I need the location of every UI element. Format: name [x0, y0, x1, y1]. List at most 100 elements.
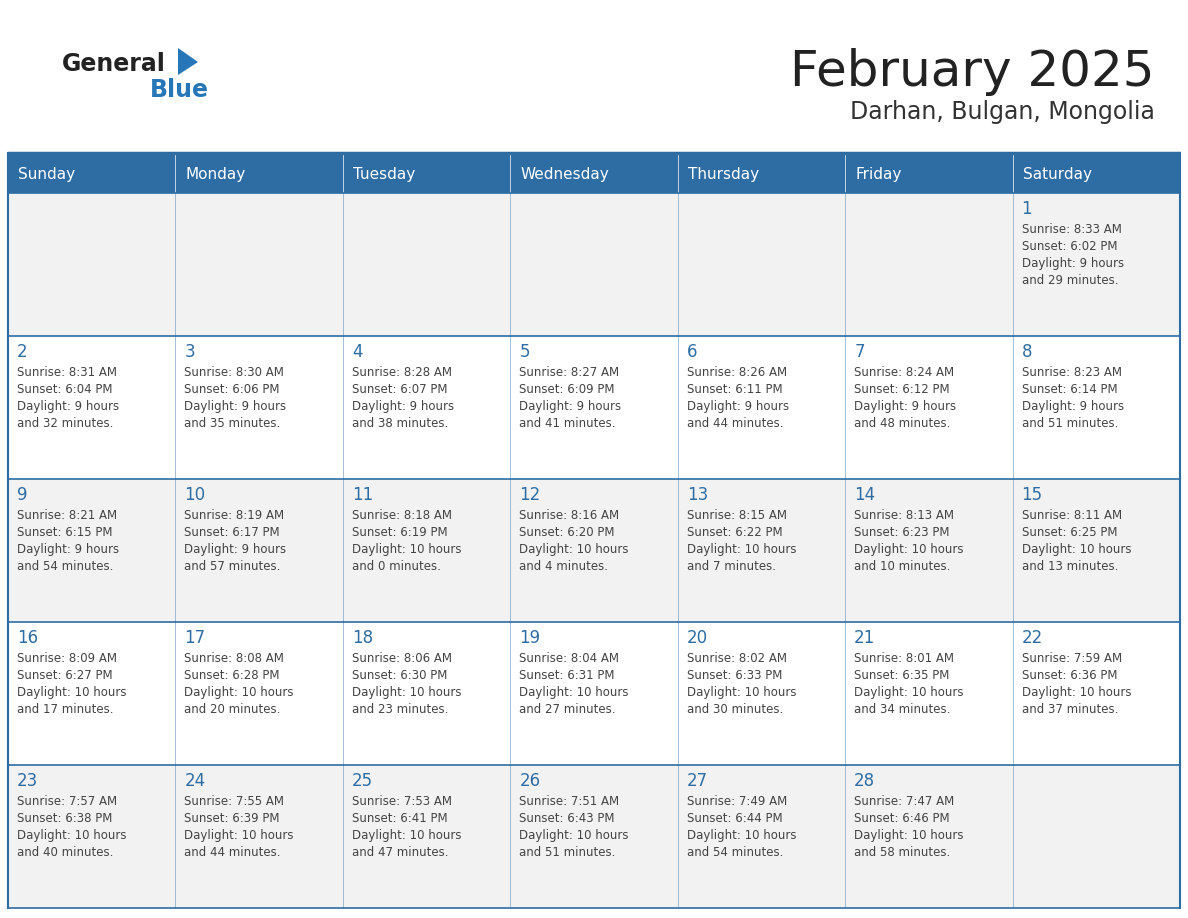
Bar [176, 479, 343, 622]
Text: Daylight: 10 hours: Daylight: 10 hours [519, 829, 628, 842]
Text: Daylight: 9 hours: Daylight: 9 hours [519, 400, 621, 413]
Bar [8, 336, 176, 479]
Text: Daylight: 10 hours: Daylight: 10 hours [1022, 543, 1131, 556]
Text: and 44 minutes.: and 44 minutes. [687, 417, 783, 430]
Text: Sunset: 6:19 PM: Sunset: 6:19 PM [352, 526, 448, 539]
Bar [8, 479, 176, 622]
Text: and 7 minutes.: and 7 minutes. [687, 560, 776, 573]
Text: Daylight: 10 hours: Daylight: 10 hours [519, 686, 628, 699]
Bar [343, 155, 511, 193]
Bar [511, 155, 677, 193]
Text: and 40 minutes.: and 40 minutes. [17, 846, 113, 859]
Text: Sunset: 6:04 PM: Sunset: 6:04 PM [17, 383, 113, 396]
Text: Daylight: 9 hours: Daylight: 9 hours [854, 400, 956, 413]
Text: Sunrise: 8:08 AM: Sunrise: 8:08 AM [184, 652, 284, 665]
Text: Sunset: 6:20 PM: Sunset: 6:20 PM [519, 526, 614, 539]
Text: Sunrise: 8:18 AM: Sunrise: 8:18 AM [352, 509, 451, 522]
Text: and 17 minutes.: and 17 minutes. [17, 703, 114, 716]
Text: Sunrise: 7:57 AM: Sunrise: 7:57 AM [17, 795, 118, 808]
Text: Sunset: 6:09 PM: Sunset: 6:09 PM [519, 383, 614, 396]
Text: Sunset: 6:46 PM: Sunset: 6:46 PM [854, 812, 949, 825]
Bar [677, 193, 845, 336]
Text: Sunset: 6:44 PM: Sunset: 6:44 PM [687, 812, 783, 825]
Text: Sunday: Sunday [18, 166, 75, 182]
Text: Sunrise: 8:21 AM: Sunrise: 8:21 AM [17, 509, 118, 522]
Text: Saturday: Saturday [1023, 166, 1092, 182]
Text: and 51 minutes.: and 51 minutes. [1022, 417, 1118, 430]
Text: and 23 minutes.: and 23 minutes. [352, 703, 448, 716]
Text: 17: 17 [184, 629, 206, 647]
Text: Daylight: 10 hours: Daylight: 10 hours [854, 829, 963, 842]
Text: and 29 minutes.: and 29 minutes. [1022, 274, 1118, 287]
Bar [677, 479, 845, 622]
Text: 21: 21 [854, 629, 876, 647]
Bar [343, 336, 511, 479]
Text: Sunrise: 8:13 AM: Sunrise: 8:13 AM [854, 509, 954, 522]
Bar [8, 765, 176, 908]
Text: 22: 22 [1022, 629, 1043, 647]
Text: Daylight: 9 hours: Daylight: 9 hours [687, 400, 789, 413]
Text: and 10 minutes.: and 10 minutes. [854, 560, 950, 573]
Text: Sunrise: 8:16 AM: Sunrise: 8:16 AM [519, 509, 619, 522]
Text: February 2025: February 2025 [790, 48, 1155, 96]
Text: and 48 minutes.: and 48 minutes. [854, 417, 950, 430]
Bar [845, 622, 1012, 765]
Text: 24: 24 [184, 772, 206, 790]
Bar [176, 622, 343, 765]
Text: Sunrise: 7:51 AM: Sunrise: 7:51 AM [519, 795, 619, 808]
Text: and 30 minutes.: and 30 minutes. [687, 703, 783, 716]
Bar [677, 155, 845, 193]
Text: Sunrise: 8:26 AM: Sunrise: 8:26 AM [687, 366, 786, 379]
Bar [176, 193, 343, 336]
Text: Thursday: Thursday [688, 166, 759, 182]
Text: Sunrise: 8:11 AM: Sunrise: 8:11 AM [1022, 509, 1121, 522]
Text: 20: 20 [687, 629, 708, 647]
Text: Sunset: 6:17 PM: Sunset: 6:17 PM [184, 526, 280, 539]
Text: Sunrise: 8:31 AM: Sunrise: 8:31 AM [17, 366, 116, 379]
Bar [1012, 336, 1180, 479]
Text: 25: 25 [352, 772, 373, 790]
Text: Wednesday: Wednesday [520, 166, 609, 182]
Text: Daylight: 10 hours: Daylight: 10 hours [17, 686, 126, 699]
Bar [511, 193, 677, 336]
Text: 2: 2 [17, 343, 27, 361]
Polygon shape [178, 48, 198, 75]
Text: Sunrise: 8:28 AM: Sunrise: 8:28 AM [352, 366, 451, 379]
Text: and 20 minutes.: and 20 minutes. [184, 703, 280, 716]
Text: Sunset: 6:33 PM: Sunset: 6:33 PM [687, 669, 782, 682]
Text: and 4 minutes.: and 4 minutes. [519, 560, 608, 573]
Text: Sunrise: 7:55 AM: Sunrise: 7:55 AM [184, 795, 284, 808]
Bar [1012, 765, 1180, 908]
Text: 11: 11 [352, 486, 373, 504]
Bar [1012, 479, 1180, 622]
Bar [1012, 622, 1180, 765]
Text: and 38 minutes.: and 38 minutes. [352, 417, 448, 430]
Text: Sunrise: 8:02 AM: Sunrise: 8:02 AM [687, 652, 786, 665]
Text: and 0 minutes.: and 0 minutes. [352, 560, 441, 573]
Text: Tuesday: Tuesday [353, 166, 415, 182]
Text: 23: 23 [17, 772, 38, 790]
Text: 16: 16 [17, 629, 38, 647]
Text: Sunset: 6:36 PM: Sunset: 6:36 PM [1022, 669, 1117, 682]
Text: 27: 27 [687, 772, 708, 790]
Bar [511, 336, 677, 479]
Bar [845, 336, 1012, 479]
Text: 4: 4 [352, 343, 362, 361]
Text: 9: 9 [17, 486, 27, 504]
Text: Sunrise: 8:01 AM: Sunrise: 8:01 AM [854, 652, 954, 665]
Text: Sunset: 6:27 PM: Sunset: 6:27 PM [17, 669, 113, 682]
Text: Sunset: 6:41 PM: Sunset: 6:41 PM [352, 812, 448, 825]
Bar [1012, 193, 1180, 336]
Text: General: General [62, 52, 166, 76]
Text: Daylight: 10 hours: Daylight: 10 hours [854, 686, 963, 699]
Text: 14: 14 [854, 486, 876, 504]
Text: 8: 8 [1022, 343, 1032, 361]
Bar [8, 622, 176, 765]
Text: Sunset: 6:43 PM: Sunset: 6:43 PM [519, 812, 614, 825]
Text: Daylight: 10 hours: Daylight: 10 hours [519, 543, 628, 556]
Text: Sunset: 6:23 PM: Sunset: 6:23 PM [854, 526, 949, 539]
Text: Daylight: 9 hours: Daylight: 9 hours [184, 400, 286, 413]
Text: Daylight: 10 hours: Daylight: 10 hours [352, 686, 461, 699]
Text: Sunset: 6:28 PM: Sunset: 6:28 PM [184, 669, 280, 682]
Text: and 57 minutes.: and 57 minutes. [184, 560, 280, 573]
